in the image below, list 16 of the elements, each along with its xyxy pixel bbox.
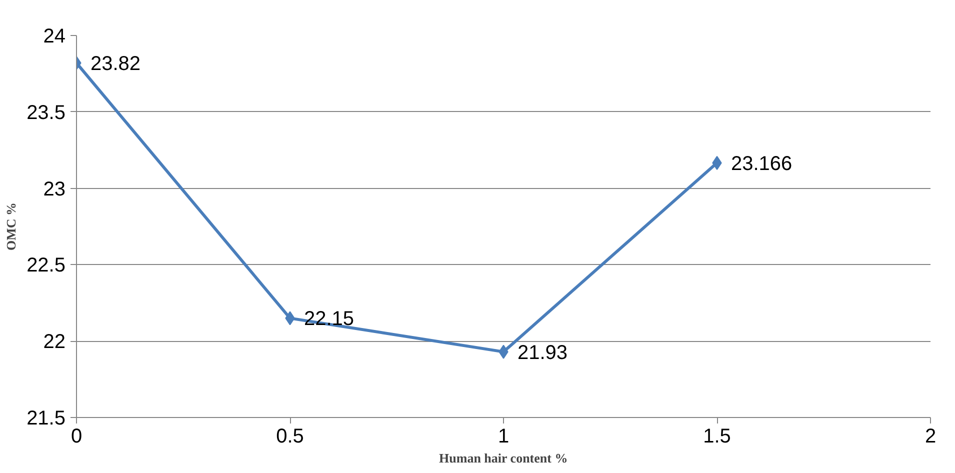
y-tick-label: 23	[43, 178, 66, 200]
x-tick-label: 1.5	[703, 426, 731, 448]
x-tick-label: 2	[924, 426, 936, 448]
data-label: 23.82	[90, 53, 141, 76]
y-tick-label: 21.5	[26, 408, 66, 430]
x-tick-label: 1	[498, 426, 510, 448]
data-label: 23.166	[731, 152, 792, 175]
y-tick-label: 24	[43, 26, 66, 48]
y-tick-label: 22.5	[26, 254, 66, 277]
y-tick-label: 23.5	[26, 102, 66, 124]
y-tick-label: 22	[43, 331, 66, 354]
data-label: 21.93	[518, 342, 568, 364]
x-tick-label: 0	[70, 426, 82, 448]
y-axis-title: OMC %	[4, 202, 19, 251]
x-tick-label: 0.5	[276, 426, 304, 448]
x-axis-title: Human hair content %	[439, 450, 568, 466]
